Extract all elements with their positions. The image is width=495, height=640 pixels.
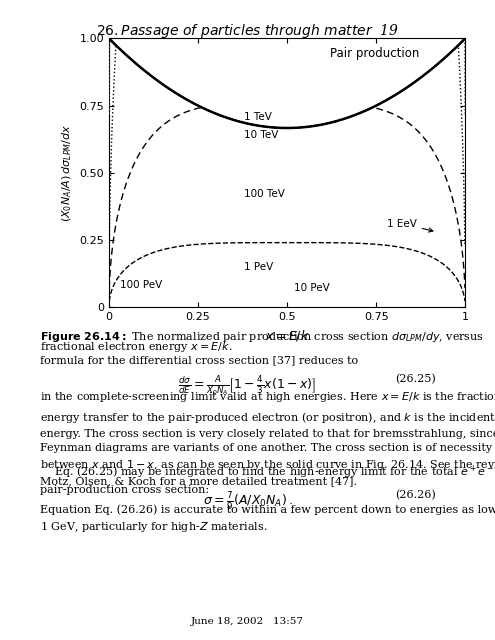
Text: 1 EeV: 1 EeV: [387, 218, 433, 232]
Text: $\mathbf{Figure\ 26.14:}$ The normalized pair production cross section $d\sigma_: $\mathbf{Figure\ 26.14:}$ The normalized…: [40, 330, 484, 344]
Text: 1 PeV: 1 PeV: [245, 262, 274, 271]
Y-axis label: $(X_0 N_A/A)\, d\sigma_{LPM}/dx$: $(X_0 N_A/A)\, d\sigma_{LPM}/dx$: [60, 124, 74, 222]
Text: 100 TeV: 100 TeV: [245, 189, 285, 199]
Text: fractional electron energy $x = E/k$.: fractional electron energy $x = E/k$.: [40, 340, 232, 355]
Text: 100 PeV: 100 PeV: [120, 280, 162, 291]
Text: $\frac{d\sigma}{dE} = \frac{A}{X_0 N_A}\left[1 - \frac{4}{3}x(1-x)\right]$: $\frac{d\sigma}{dE} = \frac{A}{X_0 N_A}\…: [179, 374, 316, 397]
Text: Pair production: Pair production: [330, 47, 419, 60]
Text: (26.26): (26.26): [395, 490, 436, 500]
Text: 1 TeV: 1 TeV: [245, 113, 272, 122]
Text: in the complete-screening limit valid at high energies. Here $x = E/k$ is the fr: in the complete-screening limit valid at…: [40, 390, 495, 486]
Text: June 18, 2002   13:57: June 18, 2002 13:57: [191, 617, 304, 626]
Text: 10 PeV: 10 PeV: [294, 283, 330, 293]
Text: $\sigma = \frac{7}{9}(A/X_0 N_A)\,.$: $\sigma = \frac{7}{9}(A/X_0 N_A)\,.$: [202, 490, 293, 511]
Text: formula for the differential cross section [37] reduces to: formula for the differential cross secti…: [40, 355, 358, 365]
Text: Equation Eq. (26.26) is accurate to within a few percent down to energies as low: Equation Eq. (26.26) is accurate to with…: [40, 504, 495, 534]
Text: Eq. (26.25) may be integrated to find the high-energy limit for the total $e^+e^: Eq. (26.25) may be integrated to find th…: [40, 464, 494, 495]
Text: (26.25): (26.25): [395, 374, 436, 385]
Text: 10 TeV: 10 TeV: [245, 130, 279, 140]
Text: $\mathit{26. Passage\ of\ particles\ through\ matter}$  19: $\mathit{26. Passage\ of\ particles\ thr…: [96, 22, 399, 40]
X-axis label: $x = E/k$: $x = E/k$: [265, 328, 309, 342]
